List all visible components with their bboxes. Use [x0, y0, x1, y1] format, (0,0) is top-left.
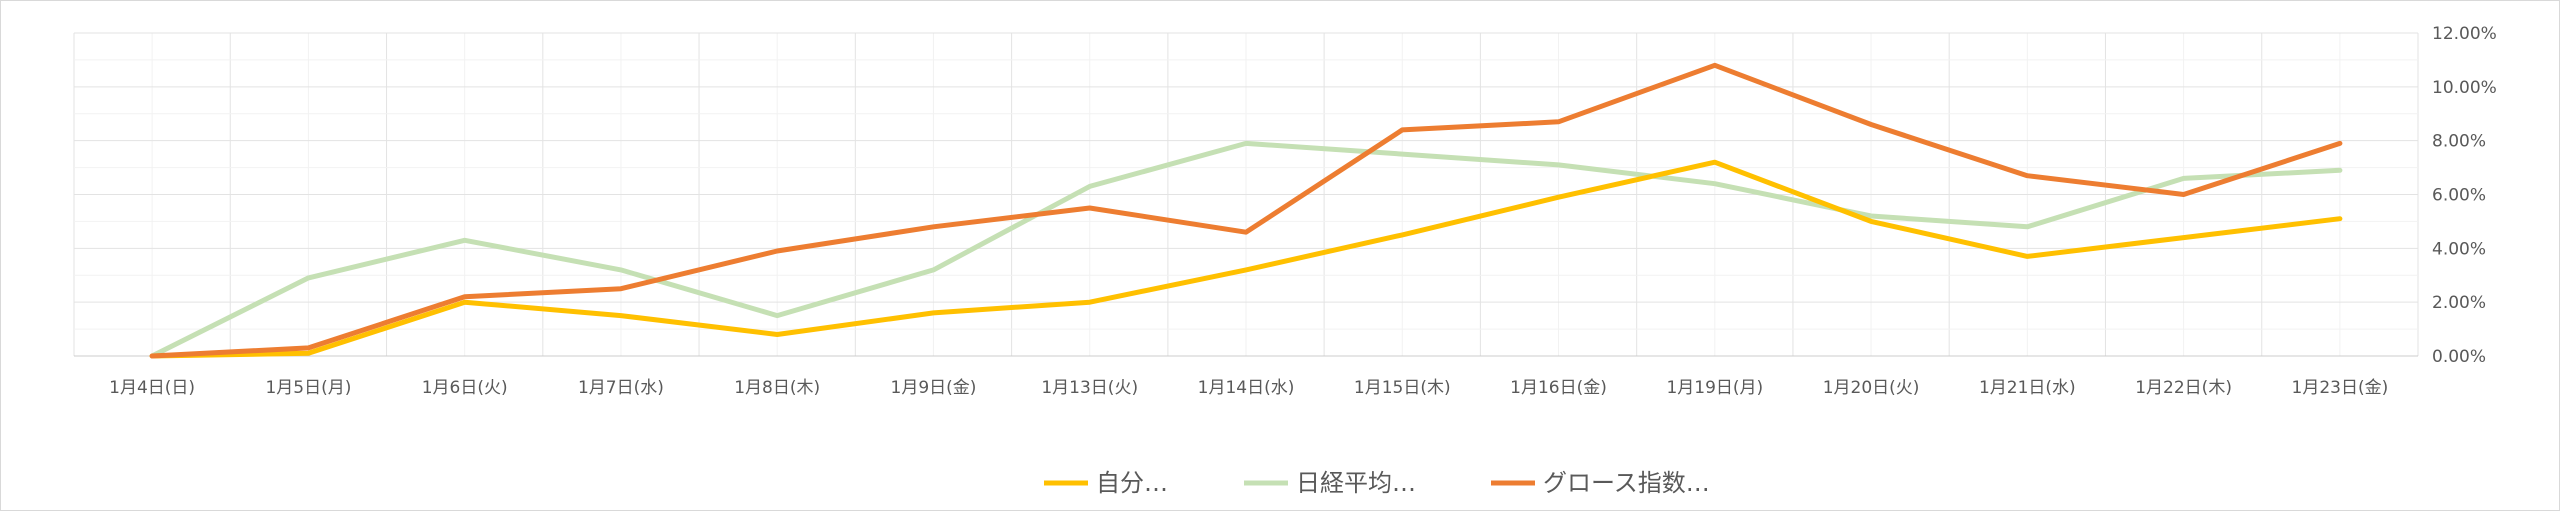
- y-tick-label: 8.00%: [2432, 132, 2486, 152]
- legend-label: 日経平均…: [1296, 469, 1416, 497]
- y-tick-label: 4.00%: [2432, 239, 2486, 259]
- x-tick-label: 1月22日(木): [2135, 378, 2232, 398]
- x-tick-label: 1月21日(水): [1979, 378, 2076, 398]
- x-tick-label: 1月13日(火): [1041, 378, 1138, 398]
- x-tick-label: 1月16日(金): [1510, 378, 1607, 398]
- x-tick-label: 1月6日(火): [422, 378, 508, 398]
- x-tick-label: 1月23日(金): [2292, 378, 2389, 398]
- legend-label: 自分…: [1096, 469, 1168, 497]
- y-tick-label: 0.00%: [2432, 347, 2486, 367]
- grid-layer: [73, 32, 2419, 357]
- legend-label: グロース指数…: [1543, 469, 1710, 497]
- x-tick-label: 1月5日(月): [265, 378, 351, 398]
- x-tick-label: 1月8日(木): [734, 378, 820, 398]
- series-line-2: [149, 140, 2343, 359]
- x-tick-label: 1月4日(日): [109, 378, 195, 398]
- x-tick-label: 1月7日(水): [578, 378, 664, 398]
- x-tick-label: 1月19日(月): [1666, 378, 1763, 398]
- y-tick-label: 6.00%: [2432, 186, 2486, 206]
- x-tick-label: 1月9日(金): [891, 378, 977, 398]
- series-line-3: [149, 62, 2343, 359]
- y-axis-ticks: 0.00% 2.00% 4.00% 6.00% 8.00% 10.00% 12.00%: [2432, 24, 2497, 367]
- x-axis-ticks: 1月4日(日) 1月5日(月) 1月6日(火) 1月7日(水) 1月8日(木) 1月9日(…: [109, 378, 2388, 398]
- y-tick-label: 12.00%: [2432, 24, 2497, 44]
- x-tick-label: 1月20日(火): [1823, 378, 1920, 398]
- x-tick-label: 1月14日(水): [1198, 378, 1295, 398]
- series-layer: [149, 62, 2343, 359]
- y-tick-label: 2.00%: [2432, 293, 2486, 313]
- y-tick-label: 10.00%: [2432, 78, 2497, 98]
- x-tick-label: 1月15日(木): [1354, 378, 1451, 398]
- legend: 自分… 日経平均… グロース指数…: [1044, 469, 1710, 497]
- series-line-1: [149, 159, 2343, 359]
